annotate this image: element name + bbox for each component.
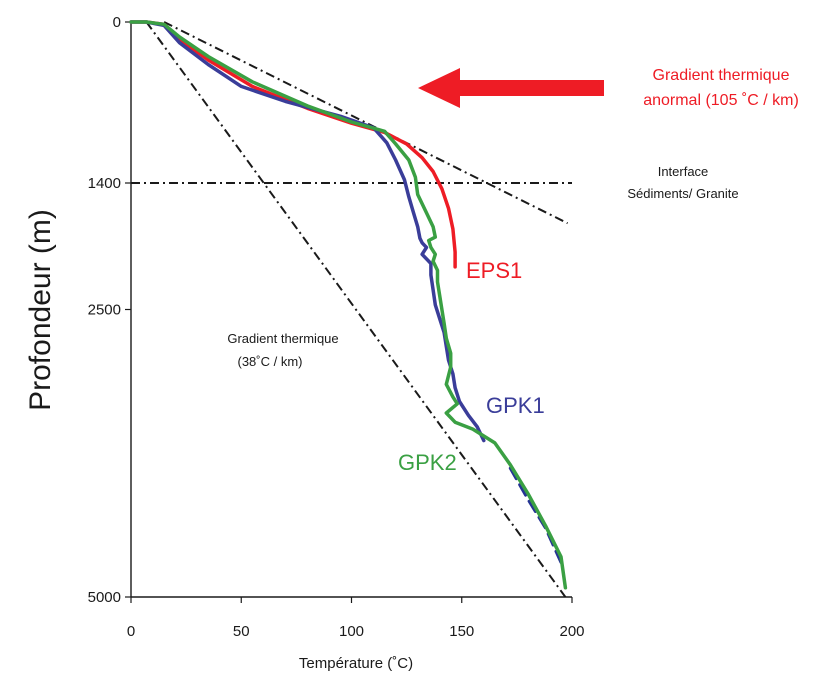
x-tick-label: 150 [449,623,474,640]
normal-gradient-label-line1: Gradient thermique [227,331,338,346]
x-tick-label: 100 [339,623,364,640]
x-tick-label: 200 [559,623,584,640]
interface-label-line2: Sédiments/ Granite [627,186,738,201]
reference-lines [131,21,572,598]
data-series [129,20,568,590]
x-tick-label: 50 [233,623,250,640]
y-tick-label: 1400 [88,175,121,192]
normal-gradient-label-line2: (38˚C / km) [238,354,303,369]
anomalous-gradient-label-line1: Gradient thermique [653,67,790,84]
interface-label-line1: Interface [658,164,709,179]
y-tick-label: 2500 [88,302,121,319]
gpk2-series-line [129,20,568,590]
x-tick-label: 0 [127,623,135,640]
y-tick-label: 0 [113,14,121,31]
eps1-label: EPS1 [466,258,522,283]
y-tick-label: 5000 [88,589,121,606]
gpk1-label: GPK1 [486,393,545,418]
gpk2-label: GPK2 [398,450,457,475]
anomalous-gradient-label-line2: anormal (105 ˚C / km) [643,92,799,109]
y-axis-label: Profondeur (m) [24,209,57,411]
normal-gradient-line [145,21,567,598]
ticks: 0 50 100 150 200 0 1400 2500 5000 [88,14,585,640]
extrapolated-series-line [508,466,563,564]
eps1-series-line [129,20,457,269]
red-arrow-icon [418,68,604,108]
axes [130,22,572,598]
x-axis-label: Température (˚C) [299,655,413,672]
anomalous-gradient-line [163,21,569,225]
